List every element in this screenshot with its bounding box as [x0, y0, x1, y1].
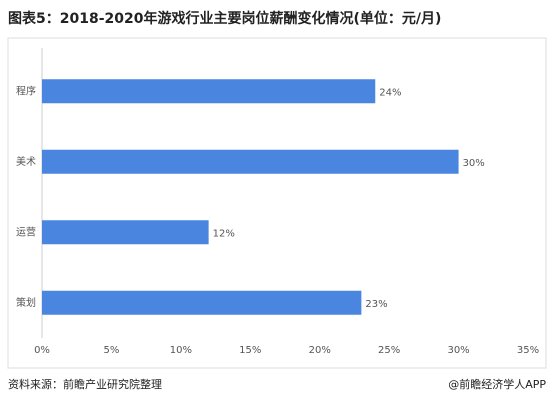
x-tick-label: 15%	[239, 345, 261, 356]
value-label: 30%	[463, 158, 485, 169]
x-tick-label: 25%	[378, 345, 400, 356]
value-label: 23%	[365, 299, 387, 310]
credit: @前瞻经济学人APP	[448, 377, 546, 391]
x-tick-label: 20%	[309, 345, 331, 356]
x-tick-label: 10%	[170, 345, 192, 356]
chart-frame	[7, 37, 547, 369]
y-tick-label: 策划	[16, 296, 36, 309]
x-tick-label: 35%	[517, 345, 539, 356]
y-tick-label: 程序	[16, 84, 36, 97]
x-tick-label: 0%	[34, 345, 50, 356]
bar	[42, 149, 459, 174]
bar	[42, 220, 209, 245]
chart-title: 图表5：2018-2020年游戏行业主要岗位薪酬变化情况(单位：元/月)	[8, 10, 441, 27]
y-tick-label: 美术	[16, 155, 36, 168]
x-tick-label: 5%	[103, 345, 119, 356]
value-label: 24%	[379, 87, 401, 98]
bar	[42, 79, 376, 104]
source: 资料来源：前瞻产业研究院整理	[8, 377, 162, 391]
y-tick-label: 运营	[16, 225, 36, 238]
x-tick-label: 30%	[447, 345, 469, 356]
bar	[42, 290, 362, 315]
value-label: 12%	[213, 228, 235, 239]
